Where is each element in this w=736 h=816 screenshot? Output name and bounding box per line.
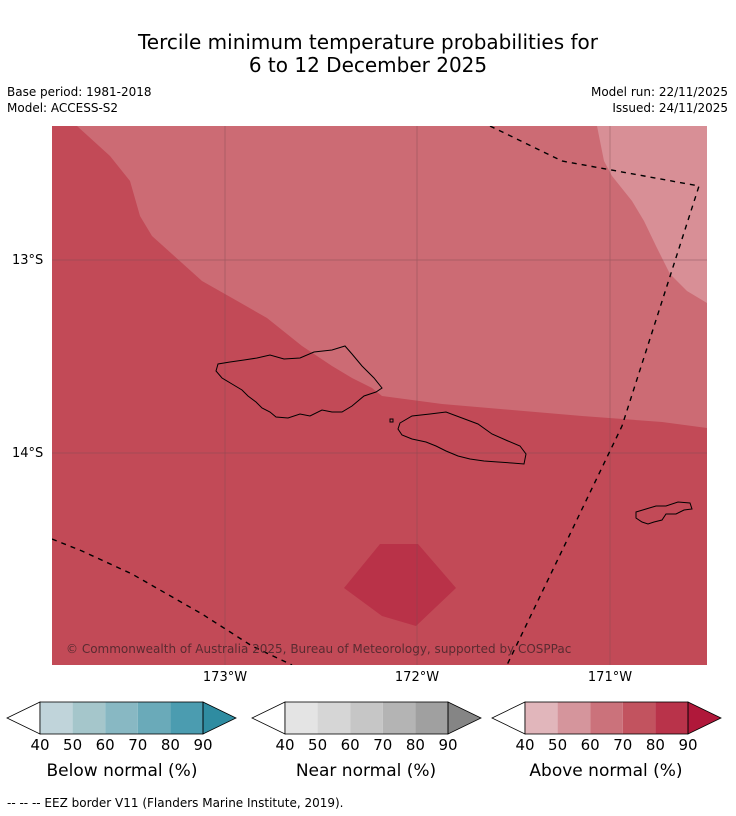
legend-title-below: Below normal (%)	[46, 761, 198, 781]
meta-right: Model run: 22/11/2025 Issued: 24/11/2025	[591, 84, 728, 116]
colorbar-tick-label: 70	[128, 736, 147, 754]
colorbar-segment	[557, 702, 591, 734]
legend-title-near: Near normal (%)	[295, 761, 437, 781]
colorbar-over-arrow	[447, 701, 482, 735]
colorbar-segment	[105, 702, 138, 734]
colorbar-segment	[285, 702, 318, 734]
eez-footnote: -- -- -- EEZ border V11 (Flanders Marine…	[7, 796, 344, 810]
colorbar-tick-label: 90	[193, 736, 212, 754]
lon-label-171w: 171°W	[587, 670, 633, 685]
graticule	[52, 126, 707, 665]
above-60-region	[77, 126, 707, 428]
colorbar-under-arrow	[491, 701, 526, 735]
legend-colorbars: 40 50 60 70 80 90 40 50 60 70 80 90 40 50 60 70 80 90	[6, 701, 722, 754]
colorbar-under-arrow	[6, 701, 41, 735]
colorbar-tick-label: 70	[613, 736, 632, 754]
eez-border	[52, 126, 700, 665]
model-run: Model run: 22/11/2025	[590, 85, 728, 99]
colorbar-tick-label: 60	[581, 736, 600, 754]
manono-islet	[389, 418, 394, 423]
title-line-1: Tercile minimum temperature probabilitie…	[137, 30, 599, 54]
colorbar-outline	[39, 701, 204, 735]
colorbar-tick-label: 40	[275, 736, 294, 754]
colorbar-tick-label: 80	[646, 736, 665, 754]
above-80-region	[344, 544, 456, 626]
colorbar-outline	[524, 701, 689, 735]
model-name: Model: ACCESS-S2	[7, 101, 119, 115]
colorbar-over-arrow	[687, 701, 722, 735]
colorbar-segment	[382, 702, 416, 734]
map-title: Tercile minimum temperature probabilitie…	[0, 31, 736, 77]
colorbar-tick-label: 40	[515, 736, 534, 754]
above-50-region	[597, 126, 707, 303]
colorbar-under-arrow	[251, 701, 286, 735]
colorbar-segment	[622, 702, 656, 734]
coastline	[215, 345, 693, 525]
colorbar-tick-label: 50	[548, 736, 567, 754]
base-period: Base period: 1981-2018	[7, 85, 152, 99]
colorbar-tick-label: 50	[308, 736, 327, 754]
colorbar-tick-label: 80	[406, 736, 425, 754]
colorbar-near: 40 50 60 70 80 90	[251, 701, 482, 754]
colorbar-tick-label: 90	[438, 736, 457, 754]
colorbar-tick-label: 70	[373, 736, 392, 754]
colorbar-tick-label: 60	[96, 736, 115, 754]
colorbar-tick-label: 40	[30, 736, 49, 754]
colorbar-tick-label: 60	[341, 736, 360, 754]
colorbar-tick-label: 80	[161, 736, 180, 754]
colorbar-above: 40 50 60 70 80 90	[491, 701, 722, 754]
colorbar-tick-label: 90	[678, 736, 697, 754]
map-panel[interactable]: © Commonwealth of Australia 2025, Bureau…	[52, 126, 707, 665]
meta-left: Base period: 1981-2018 Model: ACCESS-S2	[7, 84, 152, 116]
colorbar-outline	[284, 701, 449, 735]
colorbar-segment	[415, 702, 448, 734]
colorbar-segment	[317, 702, 351, 734]
title-line-2: 6 to 12 December 2025	[248, 53, 488, 77]
legend-title-above: Above normal (%)	[529, 761, 683, 781]
colorbar-segment	[137, 702, 171, 734]
map-canvas: © Commonwealth of Australia 2025, Bureau…	[52, 126, 707, 665]
upolu-island	[397, 411, 527, 465]
savaii-island	[215, 345, 383, 419]
colorbar-segment	[170, 702, 203, 734]
colorbar-segment	[72, 702, 106, 734]
colorbar-segment	[655, 702, 688, 734]
colorbar-segment	[525, 702, 558, 734]
lon-label-173w: 173°W	[202, 670, 248, 685]
colorbar-over-arrow	[202, 701, 237, 735]
lat-label-13s: 13°S	[12, 253, 44, 268]
colorbar-below: 40 50 60 70 80 90	[6, 701, 237, 754]
colorbar-segment	[350, 702, 383, 734]
copyright-text: © Commonwealth of Australia 2025, Bureau…	[66, 642, 571, 656]
lon-label-172w: 172°W	[394, 670, 440, 685]
colorbar-segment	[590, 702, 623, 734]
tutuila-island	[635, 501, 693, 525]
colorbar-segment	[40, 702, 73, 734]
issued-date: Issued: 24/11/2025	[612, 101, 728, 115]
colorbar-tick-label: 50	[63, 736, 82, 754]
lat-label-14s: 14°S	[12, 446, 44, 461]
